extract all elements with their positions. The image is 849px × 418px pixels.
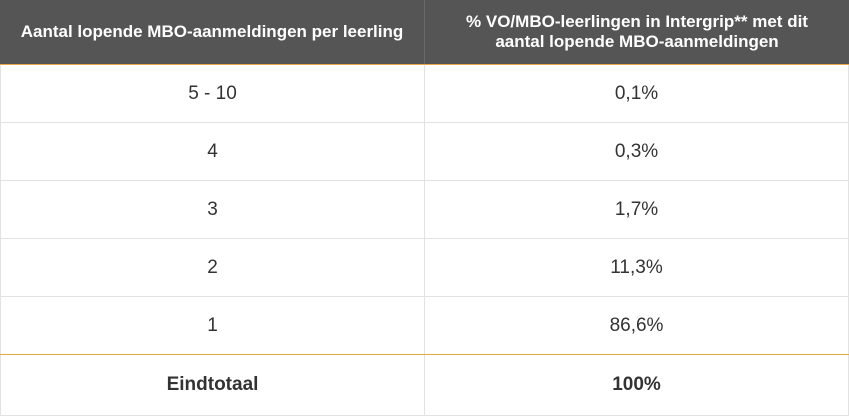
row-percentage-cell: 1,7%: [425, 181, 849, 238]
total-label-cell: Eindtotaal: [0, 355, 425, 415]
total-row: Eindtotaal 100%: [0, 355, 849, 416]
table-row: 1 86,6%: [0, 297, 849, 355]
table-row: 3 1,7%: [0, 181, 849, 239]
row-count-cell: 4: [0, 123, 425, 180]
row-count-cell: 2: [0, 239, 425, 296]
total-value-cell: 100%: [425, 355, 849, 415]
header-cell-applications: Aantal lopende MBO-aanmeldingen per leer…: [0, 0, 425, 64]
row-percentage-cell: 0,3%: [425, 123, 849, 180]
row-percentage-cell: 0,1%: [425, 65, 849, 122]
table-row: 5 - 10 0,1%: [0, 65, 849, 123]
row-count-cell: 3: [0, 181, 425, 238]
row-count-cell: 1: [0, 297, 425, 354]
header-cell-percentage: % VO/MBO-leerlingen in Intergrip** met d…: [466, 12, 808, 51]
table-header: Aantal lopende MBO-aanmeldingen per leer…: [0, 0, 849, 65]
row-percentage-cell: 11,3%: [425, 239, 849, 296]
row-percentage-cell: 86,6%: [425, 297, 849, 354]
table-row: 4 0,3%: [0, 123, 849, 181]
row-count-cell: 5 - 10: [0, 65, 425, 122]
table-row: 2 11,3%: [0, 239, 849, 297]
